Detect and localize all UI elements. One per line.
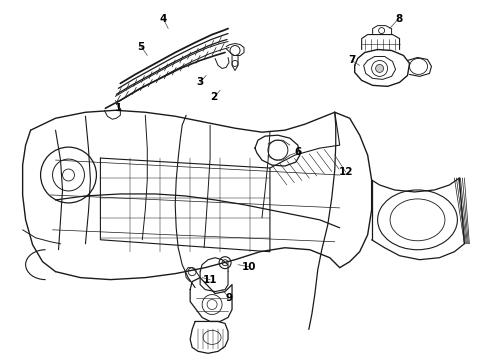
Text: 9: 9 [225, 293, 233, 302]
Text: 6: 6 [294, 147, 301, 157]
Text: 1: 1 [115, 103, 122, 113]
Text: 3: 3 [196, 77, 204, 87]
Text: 8: 8 [395, 14, 402, 24]
Text: 12: 12 [339, 167, 353, 177]
Text: 5: 5 [138, 41, 145, 51]
Text: 11: 11 [203, 275, 218, 285]
Text: 2: 2 [211, 92, 218, 102]
Text: 10: 10 [242, 262, 256, 272]
Text: 7: 7 [348, 55, 355, 66]
Text: 4: 4 [160, 14, 167, 24]
Circle shape [376, 64, 384, 72]
